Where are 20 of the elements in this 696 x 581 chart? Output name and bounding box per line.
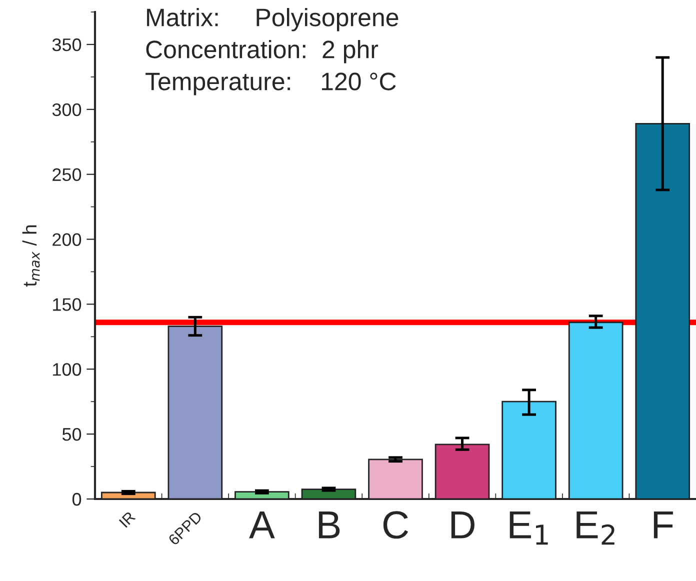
y-tick-label: 350 [52, 38, 82, 52]
x-tick-label: B [318, 512, 340, 538]
annotation: Temperature: 120 °C [146, 72, 396, 96]
y-axis-title: t$_{max}$ / h [22, 225, 40, 287]
y-tick-label: 150 [53, 298, 82, 311]
x-tick-label: E$_{1}$ [510, 511, 548, 545]
x-tick-label: E$_{2}$ [576, 511, 614, 545]
annotation: Matrix: Polyisoprene [147, 8, 398, 32]
x-tick-label: C [383, 511, 408, 539]
x-tick-label: IR [118, 511, 136, 528]
annotation: Concentration: 2 phr [146, 40, 378, 64]
y-tick-label: 200 [52, 233, 82, 246]
x-tick-label: A [249, 512, 275, 538]
y-tick-label: 250 [52, 168, 82, 182]
x-tick-label: D [451, 512, 474, 538]
y-tick-label: 50 [62, 428, 82, 441]
x-tick-label: F [654, 512, 673, 538]
y-tick-label: 300 [52, 103, 82, 116]
y-tick-label: 0 [72, 492, 82, 506]
y-tick-label: 100 [53, 363, 82, 376]
